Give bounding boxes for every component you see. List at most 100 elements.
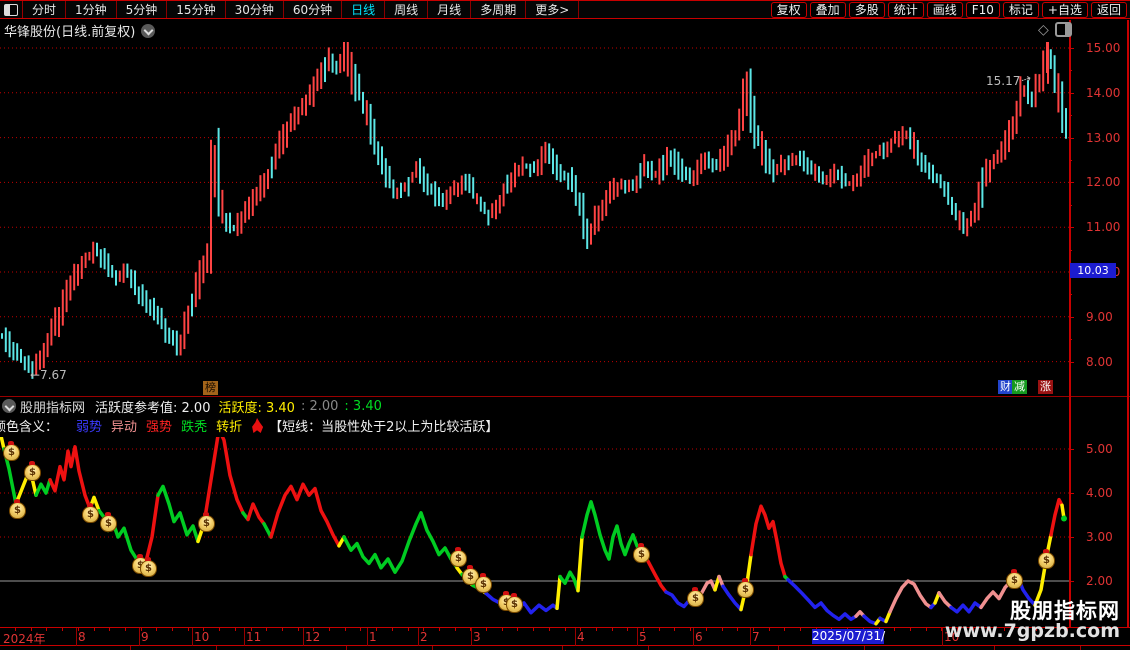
period-toolbar: 分时 1分钟 5分钟 15分钟 30分钟 60分钟 日线 周线 月线 多周期 更多> 复权 叠加 多股统… (0, 0, 1130, 19)
event-tag: 榜 (203, 381, 218, 395)
period-item[interactable]: 15分钟 (167, 1, 226, 18)
week-tick (329, 628, 330, 631)
toolbar-action-button[interactable]: 画线 (926, 1, 963, 18)
diamond-icon[interactable]: ◇ (1038, 21, 1049, 38)
week-tick (988, 628, 990, 631)
price-axis-tick (1069, 92, 1074, 94)
indicator-axis-tick (1069, 449, 1074, 450)
week-tick (941, 628, 943, 631)
month-divider (942, 628, 943, 646)
week-tick (595, 628, 597, 631)
week-tick (172, 628, 173, 631)
date-axis-label: 9 (141, 630, 149, 644)
collapse-chevron-icon[interactable] (141, 23, 156, 38)
price-axis-label: 13.00 (1086, 130, 1121, 145)
window-split-icon[interactable] (0, 1, 23, 18)
legend-item: 异动 (111, 420, 138, 435)
date-axis-label: 11 (246, 630, 262, 644)
price-axis-tick (1069, 361, 1074, 363)
period-item[interactable]: 更多> (526, 1, 580, 18)
toolbar-action-button[interactable]: 返回 (1090, 1, 1127, 18)
week-tick (533, 628, 535, 631)
date-axis-label: 2024年 (3, 632, 46, 646)
money-bag-icon: $ (198, 511, 215, 532)
week-tick (30, 628, 32, 631)
divider (130, 646, 131, 650)
clipped-text: ▂▂ ▂▂ (6, 646, 43, 650)
date-axis-label: 1 (369, 630, 377, 644)
period-item[interactable]: 日线 (342, 1, 386, 18)
candlestick-pane[interactable]: 15.17 ⇢ ←7.67 (0, 42, 1069, 397)
money-bag-icon: $ (475, 573, 492, 594)
month-divider (575, 628, 576, 646)
activity-line-chart[interactable] (0, 437, 1069, 626)
week-tick (690, 628, 692, 631)
window-right-border (1127, 20, 1129, 650)
period-item[interactable]: 30分钟 (226, 1, 284, 18)
split-square-icon[interactable] (1054, 22, 1072, 37)
divider (778, 646, 779, 650)
indicator-header: 股朋指标网 活跃度参考值: 2.00 活跃度: 3.40 : 2.00 : 3.… (0, 398, 1069, 416)
period-item[interactable]: 多周期 (471, 1, 527, 18)
indicator-axis-label: 4.00 (1086, 486, 1113, 500)
week-tick (77, 628, 79, 631)
toolbar-action-button[interactable]: F10 (965, 1, 1000, 18)
date-axis-label: 4 (577, 630, 585, 644)
week-tick (768, 628, 770, 631)
week-tick (281, 628, 283, 631)
week-tick (360, 628, 362, 631)
flame-icon (252, 418, 264, 433)
toolbar-action-button[interactable]: 标记 (1002, 1, 1039, 18)
week-tick (705, 628, 707, 631)
activity-indicator-pane[interactable]: $$$$$$$$$$$$$$$$$$ (0, 437, 1069, 626)
money-bag-icon: $ (3, 441, 20, 462)
week-tick (109, 628, 111, 631)
period-item[interactable]: 1分钟 (66, 1, 117, 18)
week-tick (564, 628, 566, 631)
period-item[interactable]: 周线 (385, 1, 429, 18)
period-item[interactable]: 分时 (23, 1, 67, 18)
week-tick (93, 628, 95, 631)
week-tick (187, 628, 189, 631)
month-divider (693, 628, 694, 646)
date-axis-label: 2 (420, 630, 428, 644)
price-axis-tick (1069, 160, 1072, 161)
period-item[interactable]: 5分钟 (117, 1, 168, 18)
candlestick-chart[interactable] (0, 42, 1069, 397)
week-tick (925, 628, 927, 631)
watermark: 股朋指标网 www.7gpzb.com (945, 600, 1120, 642)
toolbar-action-button[interactable]: +自选 (1041, 1, 1088, 18)
date-axis-label: 10 (194, 630, 210, 644)
money-bag-icon: $ (1006, 569, 1023, 589)
date-axis-label: 7 (752, 630, 760, 644)
period-item[interactable]: 月线 (428, 1, 472, 18)
divider (562, 646, 563, 650)
week-tick (517, 628, 519, 631)
toolbar-action-button[interactable]: 复权 (770, 1, 807, 18)
indicator-value-3: : 3.40 (344, 398, 382, 414)
action-menu: 复权 叠加 多股 统计 画线 F10 标记 +自选 返回 (770, 1, 1130, 18)
week-tick (407, 628, 409, 631)
legend-item: 强势 (146, 420, 173, 435)
toolbar-action-button[interactable]: 叠加 (809, 1, 846, 18)
period-item[interactable]: 60分钟 (284, 1, 343, 18)
toolbar-action-button[interactable]: 统计 (887, 1, 924, 18)
week-tick (752, 628, 754, 631)
indicator-collapse-icon[interactable] (2, 399, 16, 413)
money-bag-icon: $ (633, 542, 650, 563)
price-axis-line (1069, 20, 1071, 646)
week-tick (62, 628, 64, 631)
money-bag-icon: $ (462, 564, 479, 585)
toolbar-action-button[interactable]: 多股 (848, 1, 885, 18)
indicator-param: 活跃度参考值: 2.00 (95, 400, 211, 416)
week-tick (674, 628, 676, 631)
event-tag: 财 (998, 380, 1013, 394)
month-divider (76, 628, 77, 646)
week-tick (46, 628, 48, 631)
legend-item: 弱势 (76, 420, 103, 435)
indicator-axis-label: 3.00 (1086, 530, 1113, 544)
week-tick (344, 628, 346, 631)
indicator-axis-tick (1069, 537, 1074, 538)
week-tick (438, 628, 440, 631)
